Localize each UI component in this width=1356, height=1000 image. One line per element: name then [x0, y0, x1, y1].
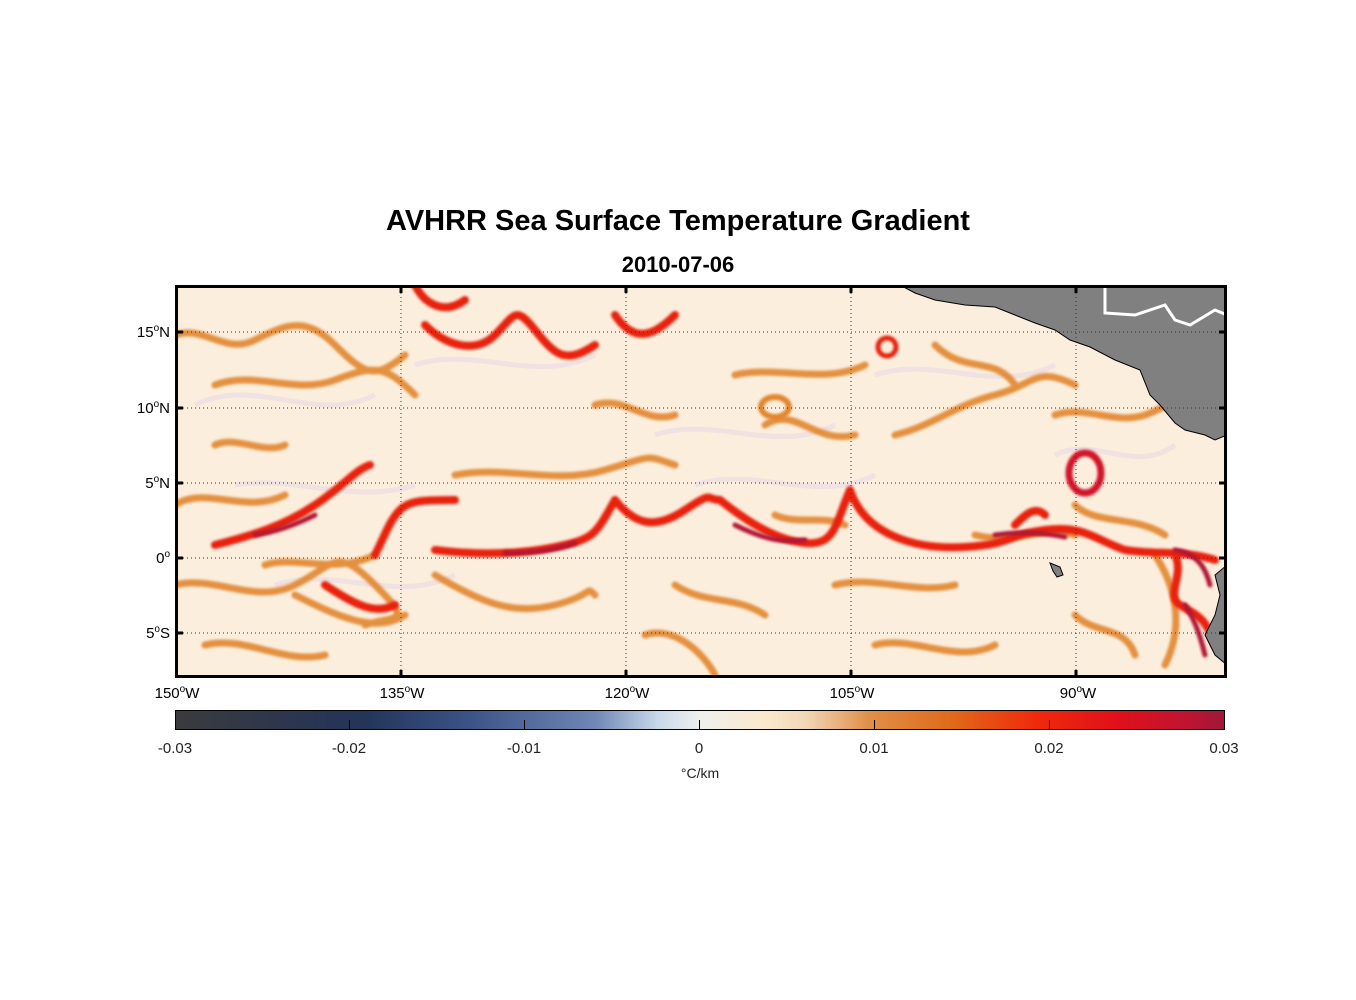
colorbar	[175, 710, 1225, 730]
lon-label-90w: 90oW	[1059, 684, 1097, 702]
lon-label-150w: 150oW	[154, 684, 200, 702]
figure-title: AVHRR Sea Surface Temperature Gradient	[386, 205, 970, 237]
faint-gradient-texture	[193, 352, 1177, 590]
colorbar-label: 0.01	[859, 740, 889, 757]
galapagos-islands	[1049, 562, 1064, 578]
lat-label-5s: 5oS	[146, 624, 170, 642]
land-central-america	[899, 285, 1227, 441]
colorbar-tick	[1049, 720, 1050, 730]
figure-subtitle: 2010-07-06	[621, 252, 735, 277]
lon-label-120w: 120oW	[604, 684, 650, 702]
colorbar-tick	[524, 720, 525, 730]
colorbar-tick	[699, 720, 700, 730]
colorbar-label: -0.03	[157, 740, 193, 757]
frame-ticks	[175, 285, 1227, 678]
lon-label-105w: 105oW	[829, 684, 875, 702]
graticule	[175, 285, 1227, 678]
lat-label-10n: 10oN	[136, 399, 170, 417]
lat-label-15n: 15oN	[136, 323, 170, 341]
colorbar-label: -0.02	[331, 740, 367, 757]
strong-gradient-fronts	[211, 285, 1219, 649]
colorbar-label: 0	[694, 740, 704, 757]
core-gradient-fronts	[252, 512, 1213, 658]
colorbar-label: 0.03	[1209, 740, 1239, 757]
colorbar-tick	[874, 720, 875, 730]
colorbar-label: 0.02	[1034, 740, 1064, 757]
lon-label-135w: 135oW	[379, 684, 425, 702]
colorbar-tick	[349, 720, 350, 730]
colorbar-label: -0.01	[506, 740, 542, 757]
eddy-features	[758, 335, 1105, 497]
lat-label-5n: 5oN	[145, 474, 170, 492]
colorbar-unit: °C/km	[680, 765, 720, 781]
lat-label-0: 0o	[156, 549, 170, 567]
medium-gradient-fronts	[175, 322, 1219, 678]
sst-gradient-map	[175, 285, 1227, 678]
